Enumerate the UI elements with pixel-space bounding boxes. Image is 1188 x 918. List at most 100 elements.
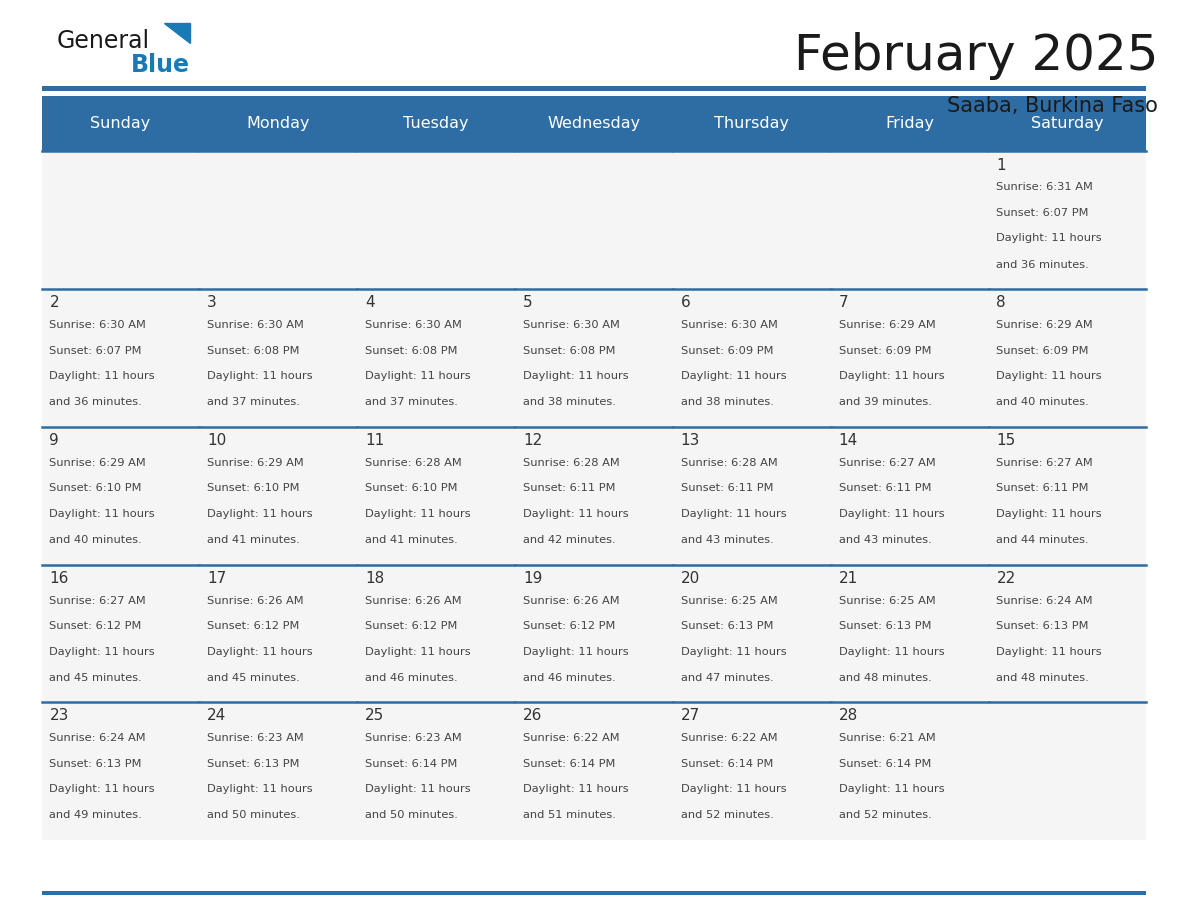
Text: Sunrise: 6:28 AM: Sunrise: 6:28 AM bbox=[523, 458, 620, 468]
Text: and 40 minutes.: and 40 minutes. bbox=[50, 535, 143, 545]
Text: Sunrise: 6:25 AM: Sunrise: 6:25 AM bbox=[681, 596, 778, 606]
Text: Sunset: 6:07 PM: Sunset: 6:07 PM bbox=[50, 346, 143, 355]
Text: 2: 2 bbox=[50, 296, 59, 310]
Text: Sunrise: 6:24 AM: Sunrise: 6:24 AM bbox=[50, 733, 146, 744]
Text: and 39 minutes.: and 39 minutes. bbox=[839, 397, 931, 408]
Text: and 36 minutes.: and 36 minutes. bbox=[997, 260, 1089, 270]
Text: General: General bbox=[57, 29, 150, 53]
Text: Daylight: 11 hours: Daylight: 11 hours bbox=[50, 646, 156, 656]
Text: Wednesday: Wednesday bbox=[548, 117, 640, 131]
Text: Sunrise: 6:30 AM: Sunrise: 6:30 AM bbox=[365, 320, 462, 330]
Text: 23: 23 bbox=[50, 709, 69, 723]
Text: Daylight: 11 hours: Daylight: 11 hours bbox=[365, 371, 470, 381]
Text: Sunrise: 6:31 AM: Sunrise: 6:31 AM bbox=[997, 183, 1093, 193]
Text: Sunrise: 6:29 AM: Sunrise: 6:29 AM bbox=[207, 458, 304, 468]
Text: Sunrise: 6:22 AM: Sunrise: 6:22 AM bbox=[681, 733, 777, 744]
Text: Daylight: 11 hours: Daylight: 11 hours bbox=[523, 371, 628, 381]
Text: Sunset: 6:10 PM: Sunset: 6:10 PM bbox=[365, 484, 457, 493]
Text: and 38 minutes.: and 38 minutes. bbox=[523, 397, 615, 408]
Text: Daylight: 11 hours: Daylight: 11 hours bbox=[50, 371, 156, 381]
Text: 27: 27 bbox=[681, 709, 700, 723]
Text: and 52 minutes.: and 52 minutes. bbox=[839, 811, 931, 821]
Text: Sunrise: 6:22 AM: Sunrise: 6:22 AM bbox=[523, 733, 620, 744]
Text: Daylight: 11 hours: Daylight: 11 hours bbox=[839, 646, 944, 656]
Text: Daylight: 11 hours: Daylight: 11 hours bbox=[207, 784, 312, 794]
Text: Sunset: 6:13 PM: Sunset: 6:13 PM bbox=[50, 758, 143, 768]
Text: 26: 26 bbox=[523, 709, 543, 723]
Text: and 37 minutes.: and 37 minutes. bbox=[365, 397, 459, 408]
Text: February 2025: February 2025 bbox=[794, 32, 1158, 80]
Text: Sunset: 6:08 PM: Sunset: 6:08 PM bbox=[365, 346, 457, 355]
Text: 7: 7 bbox=[839, 296, 848, 310]
Text: Sunset: 6:07 PM: Sunset: 6:07 PM bbox=[997, 207, 1089, 218]
Text: Friday: Friday bbox=[885, 117, 934, 131]
Text: Sunset: 6:13 PM: Sunset: 6:13 PM bbox=[681, 621, 773, 631]
Text: Sunrise: 6:29 AM: Sunrise: 6:29 AM bbox=[50, 458, 146, 468]
Text: Sunrise: 6:27 AM: Sunrise: 6:27 AM bbox=[839, 458, 935, 468]
Text: 6: 6 bbox=[681, 296, 690, 310]
Text: and 52 minutes.: and 52 minutes. bbox=[681, 811, 773, 821]
Text: Monday: Monday bbox=[247, 117, 310, 131]
Text: Sunrise: 6:28 AM: Sunrise: 6:28 AM bbox=[681, 458, 778, 468]
Text: Sunset: 6:14 PM: Sunset: 6:14 PM bbox=[523, 758, 615, 768]
Text: Saaba, Burkina Faso: Saaba, Burkina Faso bbox=[947, 96, 1158, 117]
Text: Daylight: 11 hours: Daylight: 11 hours bbox=[681, 509, 786, 519]
Text: Sunrise: 6:29 AM: Sunrise: 6:29 AM bbox=[997, 320, 1093, 330]
Text: Sunset: 6:11 PM: Sunset: 6:11 PM bbox=[681, 484, 773, 493]
Text: 16: 16 bbox=[50, 571, 69, 586]
Text: Sunset: 6:13 PM: Sunset: 6:13 PM bbox=[997, 621, 1089, 631]
Text: Daylight: 11 hours: Daylight: 11 hours bbox=[365, 784, 470, 794]
Text: and 43 minutes.: and 43 minutes. bbox=[681, 535, 773, 545]
Text: Daylight: 11 hours: Daylight: 11 hours bbox=[681, 784, 786, 794]
Text: 8: 8 bbox=[997, 296, 1006, 310]
Text: Sunrise: 6:28 AM: Sunrise: 6:28 AM bbox=[365, 458, 462, 468]
Text: and 45 minutes.: and 45 minutes. bbox=[50, 673, 143, 683]
Text: and 36 minutes.: and 36 minutes. bbox=[50, 397, 143, 408]
Text: and 41 minutes.: and 41 minutes. bbox=[207, 535, 301, 545]
Text: 3: 3 bbox=[207, 296, 217, 310]
Text: Daylight: 11 hours: Daylight: 11 hours bbox=[997, 509, 1102, 519]
Text: Sunrise: 6:26 AM: Sunrise: 6:26 AM bbox=[207, 596, 304, 606]
Text: Daylight: 11 hours: Daylight: 11 hours bbox=[523, 784, 628, 794]
Text: Sunset: 6:14 PM: Sunset: 6:14 PM bbox=[681, 758, 773, 768]
Text: 12: 12 bbox=[523, 433, 542, 448]
Text: Sunrise: 6:27 AM: Sunrise: 6:27 AM bbox=[50, 596, 146, 606]
Text: 21: 21 bbox=[839, 571, 858, 586]
Text: and 45 minutes.: and 45 minutes. bbox=[207, 673, 301, 683]
Text: Sunrise: 6:21 AM: Sunrise: 6:21 AM bbox=[839, 733, 935, 744]
Text: Daylight: 11 hours: Daylight: 11 hours bbox=[997, 233, 1102, 243]
Text: 28: 28 bbox=[839, 709, 858, 723]
Text: Sunset: 6:14 PM: Sunset: 6:14 PM bbox=[365, 758, 457, 768]
Text: Sunset: 6:13 PM: Sunset: 6:13 PM bbox=[207, 758, 299, 768]
Text: Sunset: 6:11 PM: Sunset: 6:11 PM bbox=[839, 484, 931, 493]
Text: Thursday: Thursday bbox=[714, 117, 789, 131]
Text: Sunset: 6:12 PM: Sunset: 6:12 PM bbox=[50, 621, 141, 631]
Text: Sunset: 6:14 PM: Sunset: 6:14 PM bbox=[839, 758, 931, 768]
Text: and 50 minutes.: and 50 minutes. bbox=[365, 811, 459, 821]
Text: and 51 minutes.: and 51 minutes. bbox=[523, 811, 615, 821]
Text: 13: 13 bbox=[681, 433, 700, 448]
Text: Sunset: 6:11 PM: Sunset: 6:11 PM bbox=[997, 484, 1089, 493]
Text: Saturday: Saturday bbox=[1031, 117, 1104, 131]
Text: Sunset: 6:11 PM: Sunset: 6:11 PM bbox=[523, 484, 615, 493]
Text: and 40 minutes.: and 40 minutes. bbox=[997, 397, 1089, 408]
Text: Daylight: 11 hours: Daylight: 11 hours bbox=[207, 509, 312, 519]
Text: Daylight: 11 hours: Daylight: 11 hours bbox=[523, 646, 628, 656]
Text: 4: 4 bbox=[365, 296, 374, 310]
Text: and 49 minutes.: and 49 minutes. bbox=[50, 811, 143, 821]
Text: and 42 minutes.: and 42 minutes. bbox=[523, 535, 615, 545]
Text: Sunset: 6:12 PM: Sunset: 6:12 PM bbox=[365, 621, 457, 631]
Text: Daylight: 11 hours: Daylight: 11 hours bbox=[207, 371, 312, 381]
Text: Sunset: 6:09 PM: Sunset: 6:09 PM bbox=[839, 346, 931, 355]
Text: Daylight: 11 hours: Daylight: 11 hours bbox=[997, 646, 1102, 656]
Text: 17: 17 bbox=[207, 571, 227, 586]
Text: Daylight: 11 hours: Daylight: 11 hours bbox=[523, 509, 628, 519]
Text: and 46 minutes.: and 46 minutes. bbox=[365, 673, 457, 683]
Text: Daylight: 11 hours: Daylight: 11 hours bbox=[839, 371, 944, 381]
Text: 10: 10 bbox=[207, 433, 227, 448]
Text: Sunrise: 6:24 AM: Sunrise: 6:24 AM bbox=[997, 596, 1093, 606]
Text: 5: 5 bbox=[523, 296, 532, 310]
Text: Daylight: 11 hours: Daylight: 11 hours bbox=[839, 509, 944, 519]
Text: Sunrise: 6:30 AM: Sunrise: 6:30 AM bbox=[207, 320, 304, 330]
Text: Sunset: 6:10 PM: Sunset: 6:10 PM bbox=[50, 484, 143, 493]
